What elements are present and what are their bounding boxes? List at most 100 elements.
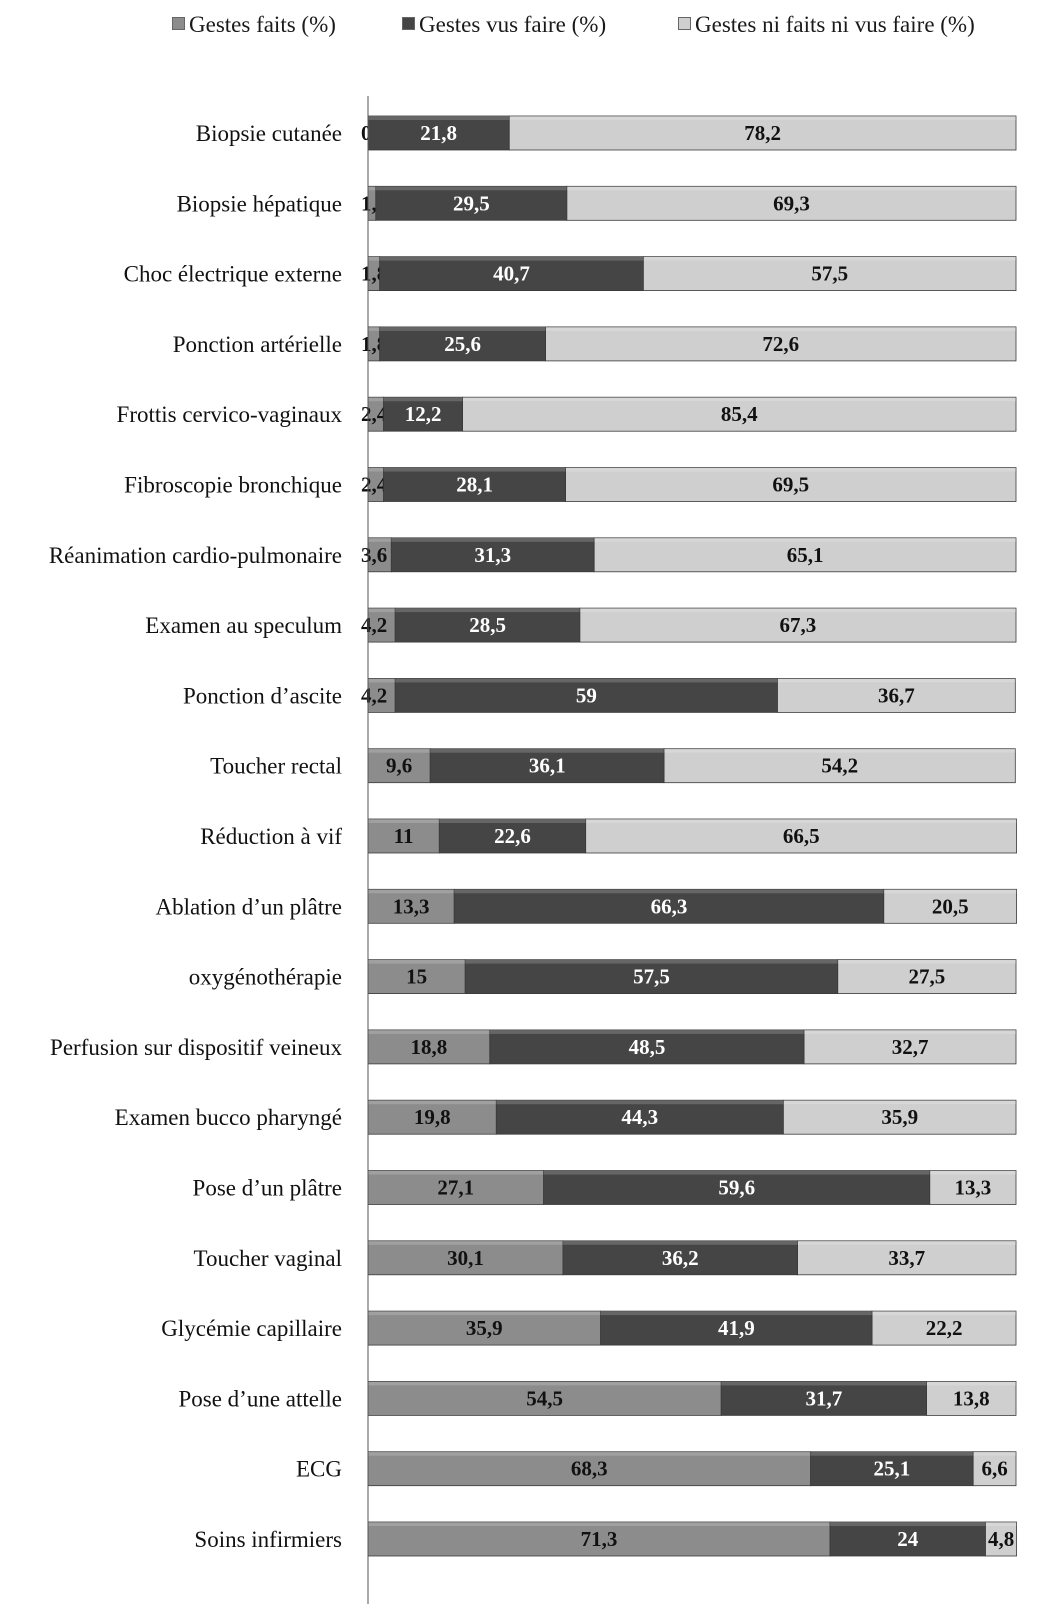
bar-segment xyxy=(453,888,885,924)
bar-segment xyxy=(367,607,396,643)
bar-highlight xyxy=(454,889,884,894)
value-label: 6,6 xyxy=(981,1457,1007,1481)
bar-highlight xyxy=(368,326,380,331)
bar-segment xyxy=(394,678,778,713)
value-label: 66,5 xyxy=(783,824,820,848)
bar-highlight xyxy=(368,608,396,613)
bar-segment xyxy=(367,818,440,854)
value-label: 12,2 xyxy=(405,402,442,426)
bar-highlight xyxy=(565,467,1016,472)
legend-swatch-icon xyxy=(678,17,691,30)
bar-row: Frottis cervico-vaginaux 2,4 12,2 85,4 xyxy=(117,396,1017,432)
bar-highlight xyxy=(368,748,431,753)
value-label: 22,2 xyxy=(926,1316,963,1340)
category-label: Ponction d’ascite xyxy=(183,683,342,708)
bar-segment xyxy=(829,1521,986,1557)
value-label: 20,5 xyxy=(932,894,969,918)
bar-highlight xyxy=(721,1381,927,1386)
bar-highlight xyxy=(430,748,665,753)
legend-swatch-icon xyxy=(172,17,185,30)
category-label: Ablation d’un plâtre xyxy=(155,894,342,919)
bar-segment xyxy=(390,537,595,573)
value-label: 31,7 xyxy=(806,1386,843,1410)
bar-row: Perfusion sur dispositif veineux 18,8 48,5… xyxy=(50,1029,1017,1065)
legend-item-gestes-faits: Gestes faits (%) xyxy=(172,12,336,38)
value-label: 36,2 xyxy=(662,1246,699,1270)
bar-segment xyxy=(871,1310,1017,1346)
bar-segment xyxy=(543,1170,931,1205)
bar-row: oxygénothérapie 15 57,5 27,5 xyxy=(189,959,1017,994)
value-label: 85,4 xyxy=(721,402,758,426)
bar-highlight xyxy=(929,1170,1016,1175)
bar-row: Réduction à vif 11 22,6 66,5 xyxy=(200,818,1018,854)
value-label: 59,6 xyxy=(718,1176,755,1200)
bar-highlight xyxy=(489,1029,805,1034)
category-label: Frottis cervico-vaginaux xyxy=(117,402,343,427)
bar-segment xyxy=(566,185,1017,221)
bar-segment xyxy=(438,818,587,854)
value-label: 25,6 xyxy=(444,332,481,356)
bar-segment xyxy=(663,748,1016,784)
bar-segment xyxy=(926,1381,1017,1416)
value-label: 69,5 xyxy=(772,473,809,497)
bar-highlight xyxy=(368,1100,497,1105)
value-label: 36,7 xyxy=(878,683,915,707)
bar-highlight xyxy=(777,678,1016,683)
bar-segment xyxy=(367,959,466,994)
value-label: 35,9 xyxy=(881,1105,918,1129)
bar-segment xyxy=(462,396,1017,432)
bar-highlight xyxy=(579,608,1016,613)
value-label: 35,9 xyxy=(466,1316,503,1340)
value-label: 13,3 xyxy=(955,1176,992,1200)
bar-segment xyxy=(593,537,1017,573)
bar-segment xyxy=(783,1099,1017,1135)
value-label: 36,1 xyxy=(529,754,566,778)
category-label: Soins infirmiers xyxy=(194,1527,342,1552)
bar-row: Réanimation cardio-pulmonaire 3,6 31,3 65,1 xyxy=(49,537,1017,573)
bar-segment xyxy=(367,1170,545,1205)
bar-highlight xyxy=(837,959,1016,964)
value-label: 72,6 xyxy=(762,332,799,356)
bar-highlight xyxy=(368,1522,830,1526)
bar-highlight xyxy=(830,1522,986,1526)
value-label: 33,7 xyxy=(888,1246,925,1270)
value-label: 69,3 xyxy=(773,191,810,215)
bar-segment xyxy=(367,1381,722,1416)
category-label: Biopsie cutanée xyxy=(196,121,342,146)
bar-row: Biopsie hépatique 1,2 29,5 69,3 xyxy=(177,185,1017,221)
bar-segment xyxy=(367,1310,602,1346)
bar-highlight xyxy=(545,326,1016,331)
value-label: 22,6 xyxy=(494,824,531,848)
legend-label: Gestes ni faits ni vus faire (%) xyxy=(695,12,975,37)
bar-row: Fibroscopie bronchique 2,4 28,1 69,5 xyxy=(124,467,1017,502)
value-label: 13,8 xyxy=(953,1386,990,1410)
value-label: 18,8 xyxy=(411,1035,448,1059)
bar-segment xyxy=(720,1381,928,1416)
bar-segment xyxy=(367,678,396,713)
legend: Gestes faits (%) Gestes vus faire (%) Ge… xyxy=(0,12,1044,42)
bar-highlight xyxy=(509,116,1016,120)
bar-highlight xyxy=(368,467,384,472)
bar-highlight xyxy=(368,1240,563,1245)
bar-highlight xyxy=(883,889,1017,894)
bar-row: Examen au speculum 4,2 28,5 67,3 xyxy=(145,607,1017,643)
bar-segment xyxy=(565,467,1017,502)
bar-highlight xyxy=(600,1311,873,1316)
bar-highlight xyxy=(783,1100,1016,1105)
value-label: 28,5 xyxy=(469,613,506,637)
value-label: 65,1 xyxy=(787,543,824,567)
value-label: 66,3 xyxy=(651,894,688,918)
category-label: Choc électrique externe xyxy=(124,262,342,287)
value-label: 0 xyxy=(361,121,372,145)
bar-highlight xyxy=(368,1381,722,1386)
value-label: 21,8 xyxy=(420,121,457,145)
value-label: 40,7 xyxy=(493,262,530,286)
bar-segment xyxy=(837,959,1017,994)
value-label: 27,5 xyxy=(909,965,946,989)
value-label: 30,1 xyxy=(447,1246,484,1270)
bar-segment xyxy=(367,1521,831,1557)
bar-segment xyxy=(495,1099,784,1135)
bar-segment xyxy=(464,959,839,994)
bar-highlight xyxy=(368,1451,811,1456)
category-label: Glycémie capillaire xyxy=(161,1316,342,1341)
